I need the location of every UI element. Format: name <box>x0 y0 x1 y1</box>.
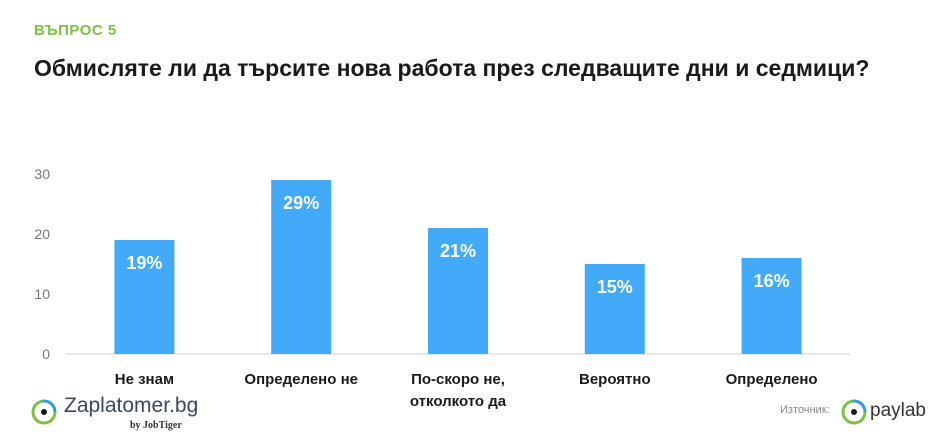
source-brand: paylab <box>870 400 926 421</box>
y-tick-label: 0 <box>42 346 50 362</box>
bar <box>114 240 175 354</box>
y-tick-label: 10 <box>34 286 50 302</box>
data-label: 29% <box>283 193 319 213</box>
x-tick-label: Не знам <box>115 371 174 388</box>
bar <box>741 258 802 354</box>
brand-name: Zaplatomer.bg <box>64 394 199 417</box>
source-label: Източник: <box>780 404 830 416</box>
paylab-logo-icon <box>841 399 867 425</box>
bar <box>428 228 488 354</box>
bar <box>271 180 332 354</box>
x-tick-label: По-скоро не, <box>411 371 505 388</box>
source-attribution: Източник: paylab <box>780 398 930 428</box>
data-label: 19% <box>126 253 162 273</box>
question-number: ВЪПРОС 5 <box>34 22 117 39</box>
x-tick-label: Вероятно <box>579 371 651 388</box>
page-title: Обмисляте ли да търсите нова работа през… <box>34 55 870 81</box>
bar <box>584 264 645 354</box>
data-label: 21% <box>440 241 476 261</box>
x-tick-label: отколкото да <box>410 393 507 410</box>
y-tick-label: 20 <box>34 226 50 242</box>
zaplatomer-logo-icon <box>31 399 57 425</box>
x-tick-label: Определено не <box>244 371 358 388</box>
y-tick-label: 30 <box>34 166 50 182</box>
x-tick-label: Определено <box>726 371 818 388</box>
brand-byline: by JobTiger <box>130 420 182 431</box>
data-label: 16% <box>754 271 790 291</box>
data-label: 15% <box>597 277 633 297</box>
